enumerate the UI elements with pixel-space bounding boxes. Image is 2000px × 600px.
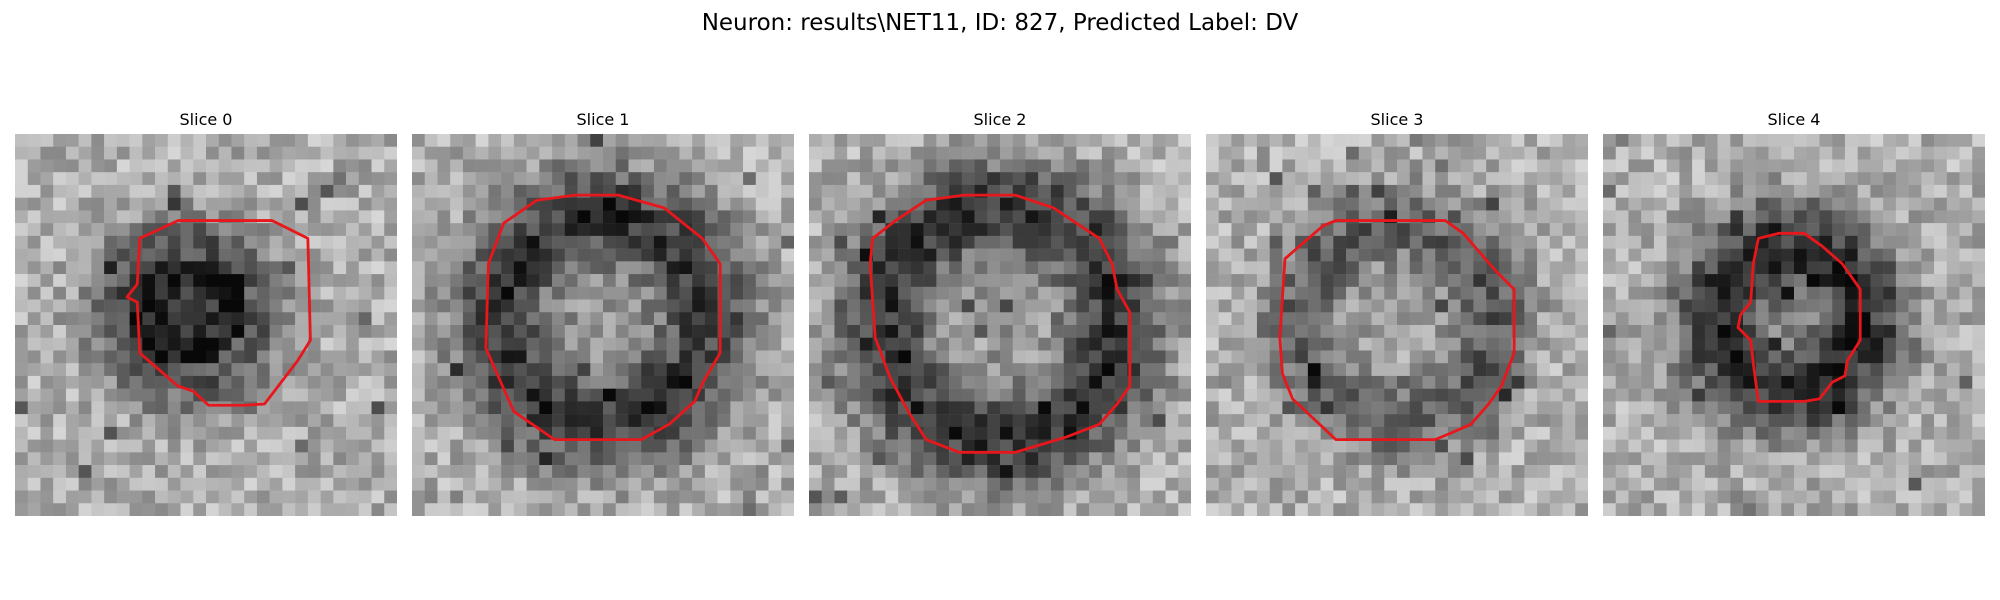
slice-title: Slice 1: [576, 110, 630, 129]
segmentation-contour: [868, 193, 1132, 454]
segmentation-contour: [1278, 219, 1516, 442]
pixel-grid: [1603, 134, 1985, 516]
figure-title: Neuron: results\NET11, ID: 827, Predicte…: [701, 10, 1299, 36]
slice-panel-1: Slice 1: [412, 110, 794, 516]
slice-panel-2: Slice 2: [809, 110, 1191, 516]
slice-panel-3: Slice 3: [1206, 110, 1588, 516]
segmentation-contour: [1736, 231, 1862, 403]
pixel-grid: [809, 134, 1191, 516]
slice-image: [412, 134, 794, 516]
segmentation-contour: [484, 193, 722, 442]
slice-image: [1206, 134, 1588, 516]
slice-panel-4: Slice 4: [1603, 110, 1985, 516]
segmentation-contour: [125, 219, 312, 407]
slice-image: [809, 134, 1191, 516]
slice-title: Slice 0: [179, 110, 233, 129]
pixel-grid: [15, 134, 397, 516]
slice-title: Slice 2: [973, 110, 1027, 129]
slice-panel-0: Slice 0: [15, 110, 397, 516]
slice-image: [15, 134, 397, 516]
slice-image: [1603, 134, 1985, 516]
pixel-grid: [1206, 134, 1588, 516]
slice-title: Slice 4: [1767, 110, 1821, 129]
pixel-grid: [412, 134, 794, 516]
slice-title: Slice 3: [1370, 110, 1424, 129]
